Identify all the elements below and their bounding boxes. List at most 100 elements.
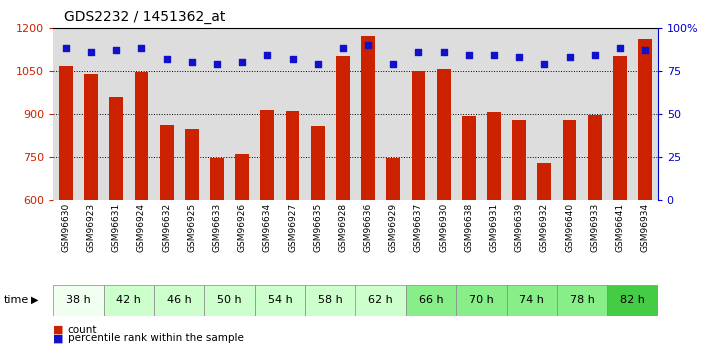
Text: 82 h: 82 h — [620, 295, 645, 305]
Point — [639, 47, 651, 53]
Bar — [336, 56, 350, 200]
Bar — [638, 39, 652, 200]
Bar — [562, 120, 577, 200]
Bar — [160, 125, 173, 200]
Point — [312, 61, 324, 67]
Point — [237, 59, 248, 65]
Point — [161, 56, 172, 61]
Point — [387, 61, 399, 67]
Text: 58 h: 58 h — [318, 295, 343, 305]
Bar — [356, 285, 406, 316]
Point — [438, 49, 449, 55]
Point — [513, 54, 525, 60]
Text: 38 h: 38 h — [66, 295, 91, 305]
Point — [262, 52, 273, 58]
Bar — [84, 73, 98, 200]
Bar — [412, 71, 425, 200]
Text: ▶: ▶ — [31, 295, 38, 305]
Bar — [557, 285, 607, 316]
Text: GSM96635: GSM96635 — [314, 203, 322, 252]
Bar — [506, 285, 557, 316]
Bar — [462, 116, 476, 200]
Text: GSM96639: GSM96639 — [515, 203, 524, 252]
Point — [337, 46, 348, 51]
Text: GSM96632: GSM96632 — [162, 203, 171, 252]
Point — [186, 59, 198, 65]
Bar — [386, 158, 400, 200]
Point — [488, 52, 500, 58]
Bar — [59, 66, 73, 200]
Bar — [607, 285, 658, 316]
Text: 46 h: 46 h — [167, 295, 191, 305]
Text: GSM96929: GSM96929 — [389, 203, 397, 252]
Point — [539, 61, 550, 67]
Bar — [538, 163, 551, 200]
Text: GSM96928: GSM96928 — [338, 203, 348, 252]
Text: GSM96640: GSM96640 — [565, 203, 574, 252]
Bar — [588, 115, 602, 200]
Point — [614, 46, 626, 51]
Text: GSM96930: GSM96930 — [439, 203, 448, 252]
Text: GSM96636: GSM96636 — [363, 203, 373, 252]
Bar — [305, 285, 356, 316]
Text: GSM96637: GSM96637 — [414, 203, 423, 252]
Text: GDS2232 / 1451362_at: GDS2232 / 1451362_at — [64, 10, 225, 24]
Text: GSM96934: GSM96934 — [641, 203, 650, 252]
Text: 62 h: 62 h — [368, 295, 393, 305]
Bar — [255, 285, 305, 316]
Text: GSM96933: GSM96933 — [590, 203, 599, 252]
Bar — [154, 285, 205, 316]
Point — [589, 52, 600, 58]
Bar — [210, 158, 224, 200]
Bar — [286, 111, 299, 200]
Point — [287, 56, 298, 61]
Text: GSM96932: GSM96932 — [540, 203, 549, 252]
Point — [136, 46, 147, 51]
Bar — [205, 285, 255, 316]
Bar — [109, 97, 123, 200]
Text: time: time — [4, 295, 29, 305]
Point — [85, 49, 97, 55]
Text: GSM96641: GSM96641 — [616, 203, 624, 252]
Text: 50 h: 50 h — [218, 295, 242, 305]
Text: 70 h: 70 h — [469, 295, 493, 305]
Text: 74 h: 74 h — [519, 295, 544, 305]
Bar — [260, 109, 274, 200]
Text: GSM96926: GSM96926 — [237, 203, 247, 252]
Point — [413, 49, 424, 55]
Text: 78 h: 78 h — [570, 295, 594, 305]
Point — [211, 61, 223, 67]
Bar — [456, 285, 506, 316]
Bar — [311, 126, 325, 200]
Text: GSM96630: GSM96630 — [61, 203, 70, 252]
Text: GSM96931: GSM96931 — [489, 203, 498, 252]
Bar — [512, 120, 526, 200]
Point — [463, 52, 474, 58]
Text: GSM96924: GSM96924 — [137, 203, 146, 252]
Point — [111, 47, 122, 53]
Bar — [487, 112, 501, 200]
Bar — [437, 69, 451, 200]
Text: GSM96631: GSM96631 — [112, 203, 121, 252]
Point — [564, 54, 575, 60]
Text: GSM96633: GSM96633 — [213, 203, 222, 252]
Text: count: count — [68, 325, 97, 335]
Text: percentile rank within the sample: percentile rank within the sample — [68, 333, 243, 343]
Text: 54 h: 54 h — [267, 295, 292, 305]
Text: 66 h: 66 h — [419, 295, 444, 305]
Bar — [104, 285, 154, 316]
Text: ■: ■ — [53, 333, 64, 343]
Bar — [185, 129, 199, 200]
Bar — [134, 72, 149, 200]
Text: ■: ■ — [53, 325, 64, 335]
Bar — [235, 154, 249, 200]
Point — [363, 42, 374, 48]
Bar — [361, 36, 375, 200]
Text: GSM96927: GSM96927 — [288, 203, 297, 252]
Bar — [53, 285, 104, 316]
Bar — [406, 285, 456, 316]
Text: GSM96634: GSM96634 — [263, 203, 272, 252]
Text: GSM96925: GSM96925 — [187, 203, 196, 252]
Text: GSM96638: GSM96638 — [464, 203, 474, 252]
Point — [60, 46, 72, 51]
